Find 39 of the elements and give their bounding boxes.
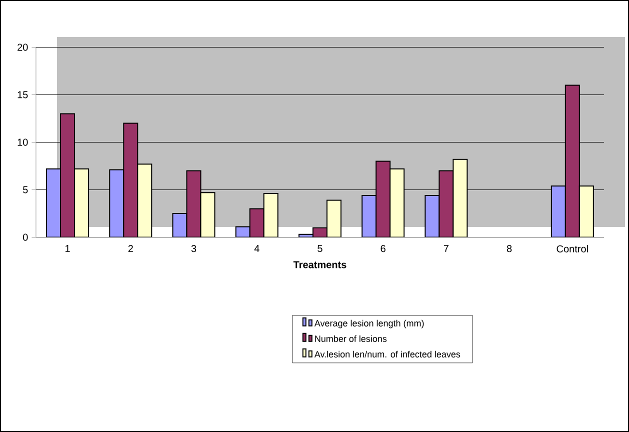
y-tick-label: 15 [18, 91, 28, 98]
x-tick-label: 5 [318, 245, 322, 252]
bar [46, 168, 62, 238]
legend-label: Av.lesion len/num. of infected leaves [314, 350, 460, 358]
bar [326, 200, 342, 238]
bar [60, 113, 76, 238]
x-tick-label: 1 [66, 245, 70, 252]
bar [390, 168, 405, 238]
x-tick-label: 8 [506, 245, 512, 252]
x-tick-label: 6 [380, 245, 386, 252]
y-tick-label: 20 [18, 44, 28, 51]
bar [74, 168, 90, 238]
bar [362, 194, 377, 238]
bar [200, 192, 216, 238]
bar [452, 158, 468, 238]
bar [186, 170, 202, 238]
bar [376, 160, 391, 238]
bar [564, 84, 580, 238]
bar [109, 169, 124, 238]
y-tick-label: 5 [23, 186, 28, 194]
bar [550, 185, 566, 238]
x-tick-label: 7 [444, 245, 448, 252]
x-axis-title: Treatments [293, 261, 346, 268]
bar [123, 122, 138, 238]
x-tick-label: 4 [254, 245, 260, 252]
y-tick-label: 0 [23, 234, 28, 241]
bar [424, 194, 440, 238]
bar [249, 208, 264, 238]
x-tick-label: 3 [191, 245, 196, 252]
bar [263, 193, 278, 238]
legend-label: Number of lesions [315, 335, 387, 342]
x-tick-label: 2 [128, 245, 133, 252]
legend-label: Average lesion length (mm) [314, 320, 424, 328]
bar [172, 213, 188, 238]
y-tick-label: 10 [18, 138, 28, 146]
x-tick-label: Control [556, 245, 588, 252]
bar [438, 170, 454, 238]
bar [137, 164, 152, 238]
bar [578, 185, 594, 238]
